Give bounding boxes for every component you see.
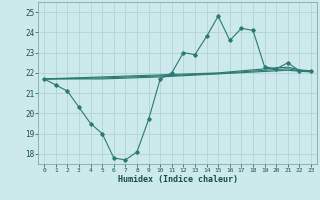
X-axis label: Humidex (Indice chaleur): Humidex (Indice chaleur) — [118, 175, 238, 184]
